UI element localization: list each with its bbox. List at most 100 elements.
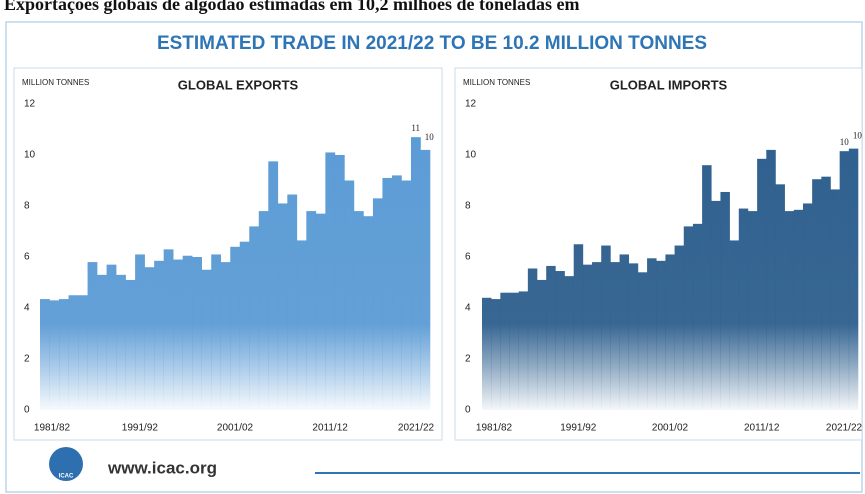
bar <box>555 271 565 410</box>
bar <box>68 295 79 410</box>
bar <box>812 179 822 410</box>
bar <box>230 246 241 410</box>
y-axis-label: MILLION TONNES <box>22 78 89 87</box>
bar <box>738 208 749 410</box>
bar <box>211 254 222 410</box>
bar <box>802 203 813 410</box>
bar <box>106 264 117 410</box>
bar <box>766 149 776 410</box>
bar <box>546 265 556 410</box>
bar <box>192 257 203 410</box>
logo <box>49 447 83 481</box>
bar <box>491 299 501 410</box>
panel-title: GLOBAL EXPORTS <box>178 77 299 92</box>
bar <box>125 279 136 410</box>
y-tick-label: 0 <box>24 405 30 416</box>
y-tick-label: 6 <box>465 252 471 263</box>
bar <box>182 255 193 410</box>
bar <box>49 300 60 410</box>
bar <box>410 137 421 410</box>
bar <box>692 223 703 410</box>
x-tick-label: 1981/82 <box>34 423 71 434</box>
bar <box>628 263 639 410</box>
bar <box>656 260 666 410</box>
bar <box>163 249 174 410</box>
main-title: ESTIMATED TRADE IN 2021/22 TO BE 10.2 MI… <box>157 33 707 54</box>
y-tick-label: 0 <box>465 405 471 416</box>
bar <box>665 254 675 410</box>
bar <box>363 216 374 410</box>
y-tick-label: 2 <box>465 354 471 365</box>
bar <box>201 269 212 410</box>
y-tick-label: 8 <box>465 201 471 212</box>
bar <box>116 274 126 410</box>
x-tick-label: 2001/02 <box>217 423 254 434</box>
x-tick-label: 2011/12 <box>744 423 780 434</box>
panel-title: GLOBAL IMPORTS <box>610 77 728 92</box>
bar <box>573 244 584 410</box>
x-tick-label: 1991/92 <box>560 423 597 434</box>
y-tick-label: 10 <box>24 150 36 161</box>
bar <box>564 276 575 410</box>
bar <box>239 241 250 410</box>
y-tick-label: 12 <box>24 99 36 110</box>
bar <box>315 213 326 410</box>
bar <box>647 258 657 410</box>
bar <box>401 180 412 410</box>
bar <box>702 165 712 410</box>
bar <box>382 177 393 410</box>
bar <box>59 299 69 410</box>
bar <box>601 245 611 410</box>
bar <box>747 211 758 410</box>
y-tick-label: 8 <box>24 201 30 212</box>
bar <box>154 260 164 410</box>
bar <box>249 226 260 410</box>
bar <box>344 180 355 410</box>
bar <box>674 245 685 410</box>
bar <box>482 297 492 410</box>
y-tick-label: 12 <box>465 99 477 110</box>
x-tick-label: 1991/92 <box>122 423 159 434</box>
footer-url: www.icac.org <box>107 458 217 477</box>
bar <box>40 299 50 410</box>
y-tick-label: 4 <box>465 303 471 314</box>
bar <box>287 194 298 410</box>
y-axis-label: MILLION TONNES <box>463 78 530 87</box>
bar <box>144 267 155 410</box>
bar <box>277 203 288 410</box>
bar <box>793 209 804 410</box>
y-tick-label: 2 <box>24 354 30 365</box>
bar <box>619 254 630 410</box>
bar <box>296 240 307 410</box>
bar <box>372 198 383 410</box>
x-tick-label: 1981/82 <box>476 423 513 434</box>
bar <box>821 176 831 410</box>
bar <box>518 291 529 410</box>
bar <box>582 264 593 410</box>
bar <box>637 272 648 410</box>
bar <box>220 262 231 410</box>
bar <box>268 161 279 410</box>
y-tick-label: 10 <box>465 150 477 161</box>
x-tick-label: 2001/02 <box>652 423 689 434</box>
value-label: 11 <box>411 123 420 133</box>
bar <box>87 262 98 410</box>
bar <box>848 148 859 410</box>
bar <box>610 262 620 410</box>
logo-text: ICAC <box>59 474 74 480</box>
value-label: 10 <box>840 137 850 147</box>
bar <box>391 175 402 410</box>
bar <box>537 279 547 410</box>
bar <box>353 211 364 410</box>
caption: Exportações globais de algodão estimadas… <box>4 0 580 14</box>
bar <box>592 262 602 410</box>
bar <box>258 211 269 410</box>
bar <box>775 184 785 410</box>
bar <box>784 211 795 410</box>
bar <box>325 152 336 410</box>
x-tick-label: 2011/12 <box>312 423 348 434</box>
bar <box>757 158 767 410</box>
x-tick-label: 2021/22 <box>826 423 863 434</box>
bar <box>683 226 694 410</box>
